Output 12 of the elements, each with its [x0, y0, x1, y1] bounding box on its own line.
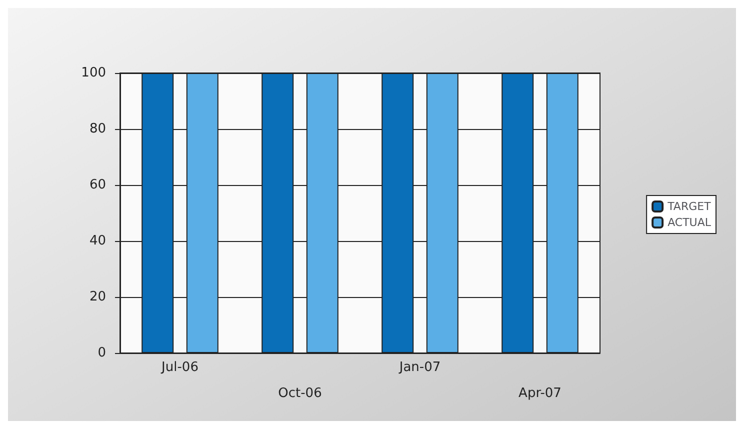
y-tick-label: 40: [89, 234, 106, 248]
legend-label: TARGET: [666, 200, 712, 213]
y-tick-label: 20: [89, 290, 106, 304]
y-tick-label: 100: [81, 66, 106, 80]
legend-label: ACTUAL: [668, 216, 712, 229]
y-tick-label: 0: [98, 346, 106, 360]
x-tick-label: Jan-07: [398, 360, 441, 375]
y-tick-label: 80: [89, 122, 106, 136]
y-tick-label: 60: [89, 178, 106, 192]
x-tick-label: Apr-07: [518, 386, 562, 401]
x-tick-label: Oct-06: [278, 386, 322, 401]
x-tick-label: Jul-06: [160, 360, 198, 375]
